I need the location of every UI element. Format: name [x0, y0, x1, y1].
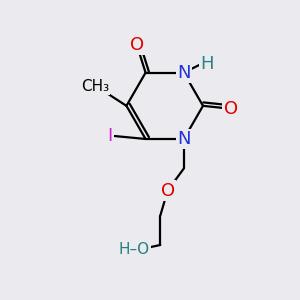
- Text: O: O: [160, 182, 175, 200]
- Text: O: O: [130, 36, 144, 54]
- Text: N: N: [177, 64, 190, 82]
- Text: CH₃: CH₃: [81, 79, 109, 94]
- Text: O: O: [224, 100, 238, 118]
- Text: H–O: H–O: [118, 242, 149, 257]
- Text: H: H: [200, 55, 214, 73]
- Text: N: N: [177, 130, 190, 148]
- Text: I: I: [108, 127, 113, 145]
